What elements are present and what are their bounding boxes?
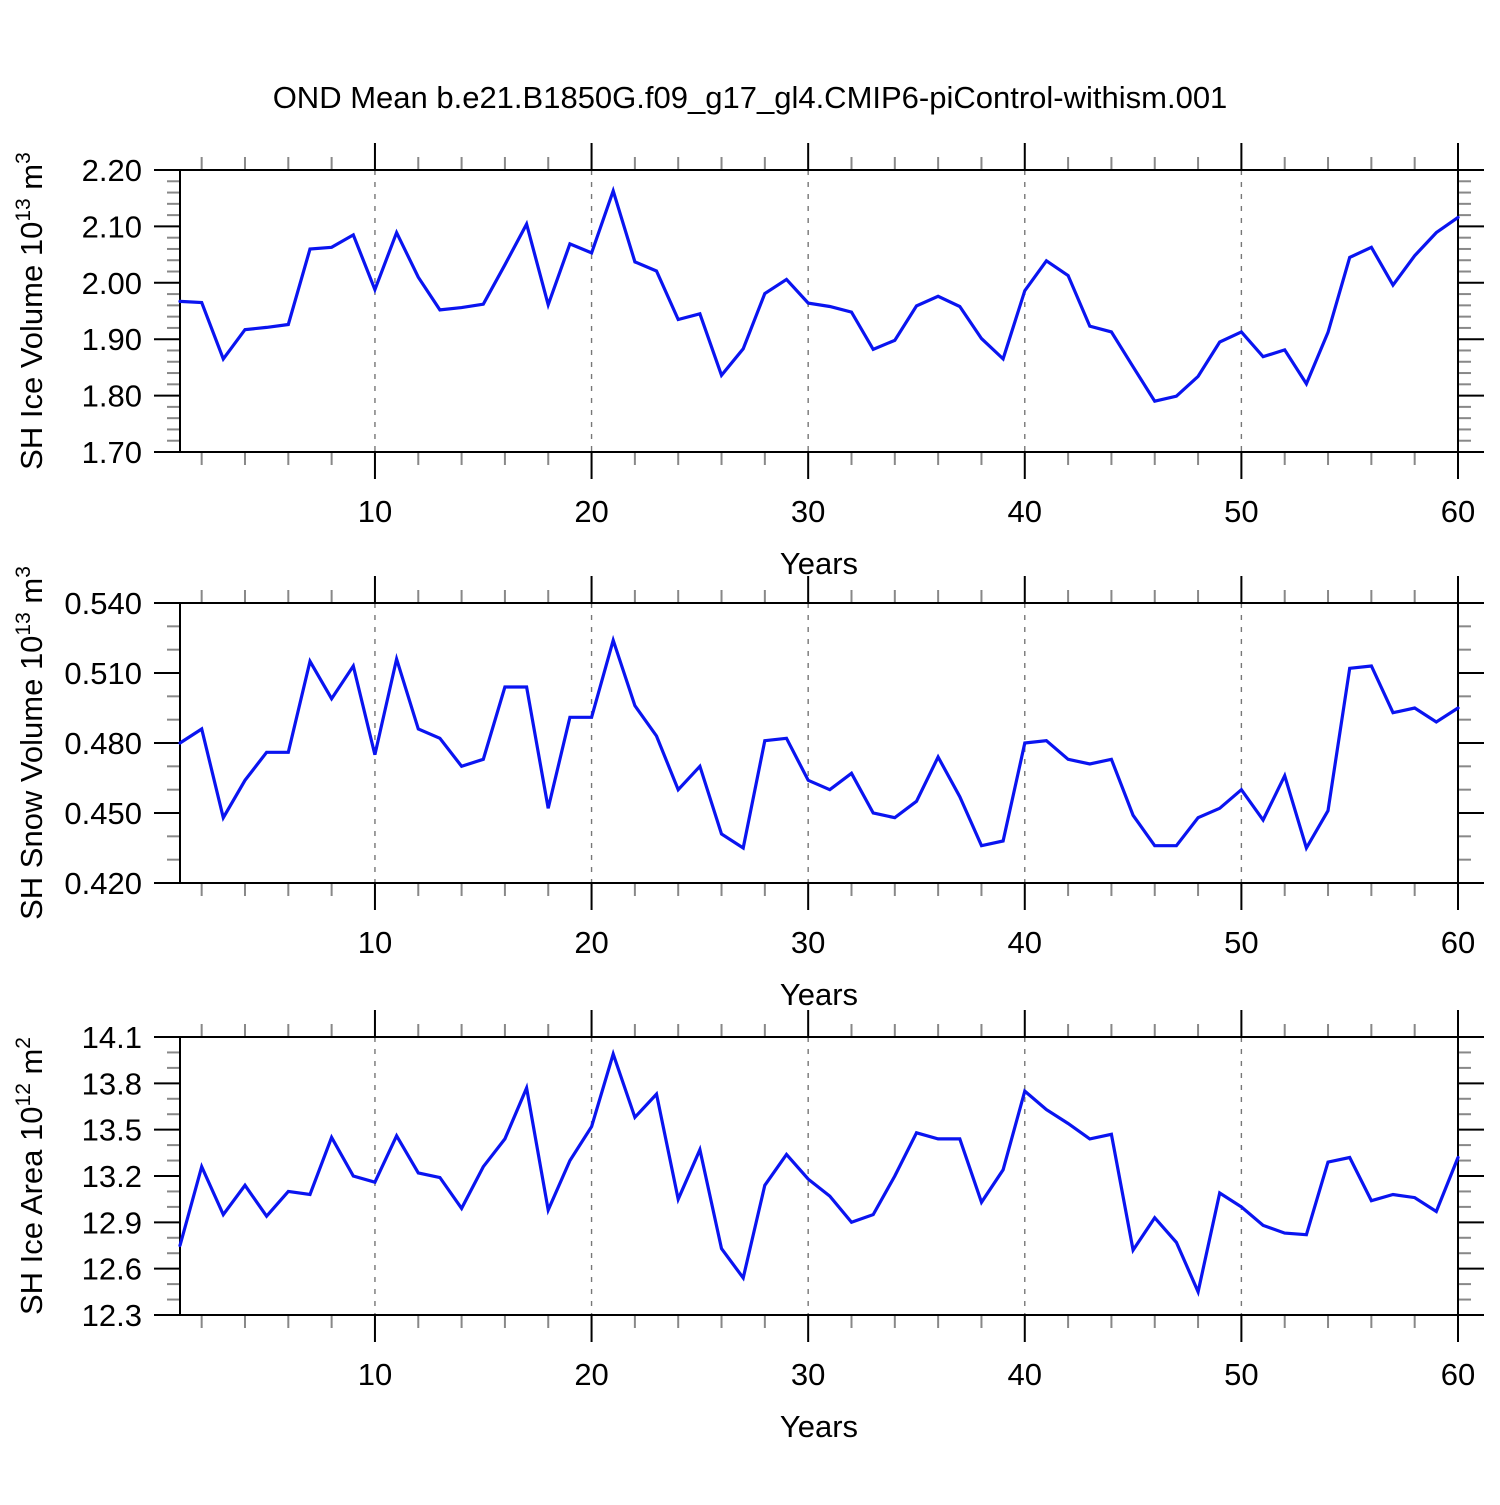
y-tick-label: 0.510 (64, 656, 142, 691)
gridlines (374, 603, 1243, 883)
x-tick-label: 10 (358, 494, 392, 529)
y-tick-label: 1.90 (82, 322, 142, 357)
y-tick-label: 2.00 (82, 266, 142, 301)
x-axis-ticks (200, 1010, 1459, 1342)
y-tick-label: 14.1 (82, 1020, 142, 1055)
y-tick-label: 12.6 (82, 1252, 142, 1287)
y-tick-label: 2.20 (82, 153, 142, 188)
x-axis-labels: 10 20 30 40 50 60 Years (358, 1357, 1476, 1444)
x-tick-label: 60 (1441, 925, 1475, 960)
x-tick-label: 30 (791, 1357, 825, 1392)
x-tick-label: 30 (791, 494, 825, 529)
sh-snow-volume-chart: 0.420 0.450 0.480 0.510 0.540 10 20 30 40 50 60 Yea… (12, 566, 1484, 1012)
x-axis-labels: 10 20 30 40 50 60 Years (358, 925, 1476, 1012)
sh-ice-volume-series-line (178, 185, 1460, 404)
sh-snow-volume-series-line (178, 634, 1460, 853)
y-tick-label: 12.9 (82, 1205, 142, 1240)
plot-frame (179, 169, 1459, 453)
sh-ice-area-series-line (178, 1048, 1460, 1297)
y-axis-ticks: 0.420 0.450 0.480 0.510 0.540 (64, 586, 1484, 901)
y-axis-title: SH Snow Volume 1013 m3 (12, 566, 49, 920)
x-axis-title: Years (780, 977, 858, 1012)
plot-frame (179, 1036, 1459, 1316)
y-axis-title: SH Ice Volume 1013 m3 (12, 152, 49, 470)
x-axis-ticks (200, 576, 1459, 910)
x-axis-title: Years (780, 546, 858, 581)
gridlines (374, 170, 1243, 452)
y-tick-label: 0.480 (64, 726, 142, 761)
y-tick-label: 13.5 (82, 1113, 142, 1148)
x-axis-ticks (200, 143, 1459, 479)
x-tick-label: 50 (1224, 925, 1258, 960)
y-tick-label: 12.3 (82, 1298, 142, 1333)
x-tick-label: 20 (574, 1357, 608, 1392)
y-tick-label: 13.8 (82, 1066, 142, 1101)
figure-title: OND Mean b.e21.B1850G.f09_g17_gl4.CMIP6-… (272, 80, 1228, 115)
gridlines (374, 1037, 1243, 1315)
x-tick-label: 40 (1008, 925, 1042, 960)
x-axis-title: Years (780, 1409, 858, 1444)
x-tick-label: 20 (574, 494, 608, 529)
x-tick-label: 60 (1441, 1357, 1475, 1392)
sh-ice-area-chart: 12.3 12.6 12.9 13.2 13.5 13.8 14.1 10 20 30 40 50 60… (12, 1010, 1484, 1444)
x-tick-label: 10 (358, 925, 392, 960)
x-tick-label: 10 (358, 1357, 392, 1392)
sh-ice-volume-chart: 1.70 1.80 1.90 2.00 2.10 2.20 10 20 30 40 50 60 Year… (12, 143, 1484, 581)
x-tick-label: 50 (1224, 1357, 1258, 1392)
y-tick-label: 1.80 (82, 379, 142, 414)
y-tick-label: 1.70 (82, 435, 142, 470)
y-axis-ticks: 12.3 12.6 12.9 13.2 13.5 13.8 14.1 (82, 1020, 1484, 1333)
x-tick-label: 40 (1008, 1357, 1042, 1392)
x-tick-label: 20 (574, 925, 608, 960)
x-axis-labels: 10 20 30 40 50 60 Years (358, 494, 1476, 581)
x-tick-label: 50 (1224, 494, 1258, 529)
y-tick-label: 13.2 (82, 1159, 142, 1194)
y-axis-title: SH Ice Area 1012 m2 (12, 1037, 49, 1315)
y-tick-label: 0.540 (64, 586, 142, 621)
x-tick-label: 60 (1441, 494, 1475, 529)
y-axis-ticks: 1.70 1.80 1.90 2.00 2.10 2.20 (82, 153, 1484, 470)
x-tick-label: 30 (791, 925, 825, 960)
y-tick-label: 0.450 (64, 796, 142, 831)
y-tick-label: 2.10 (82, 209, 142, 244)
y-tick-label: 0.420 (64, 866, 142, 901)
x-tick-label: 40 (1008, 494, 1042, 529)
